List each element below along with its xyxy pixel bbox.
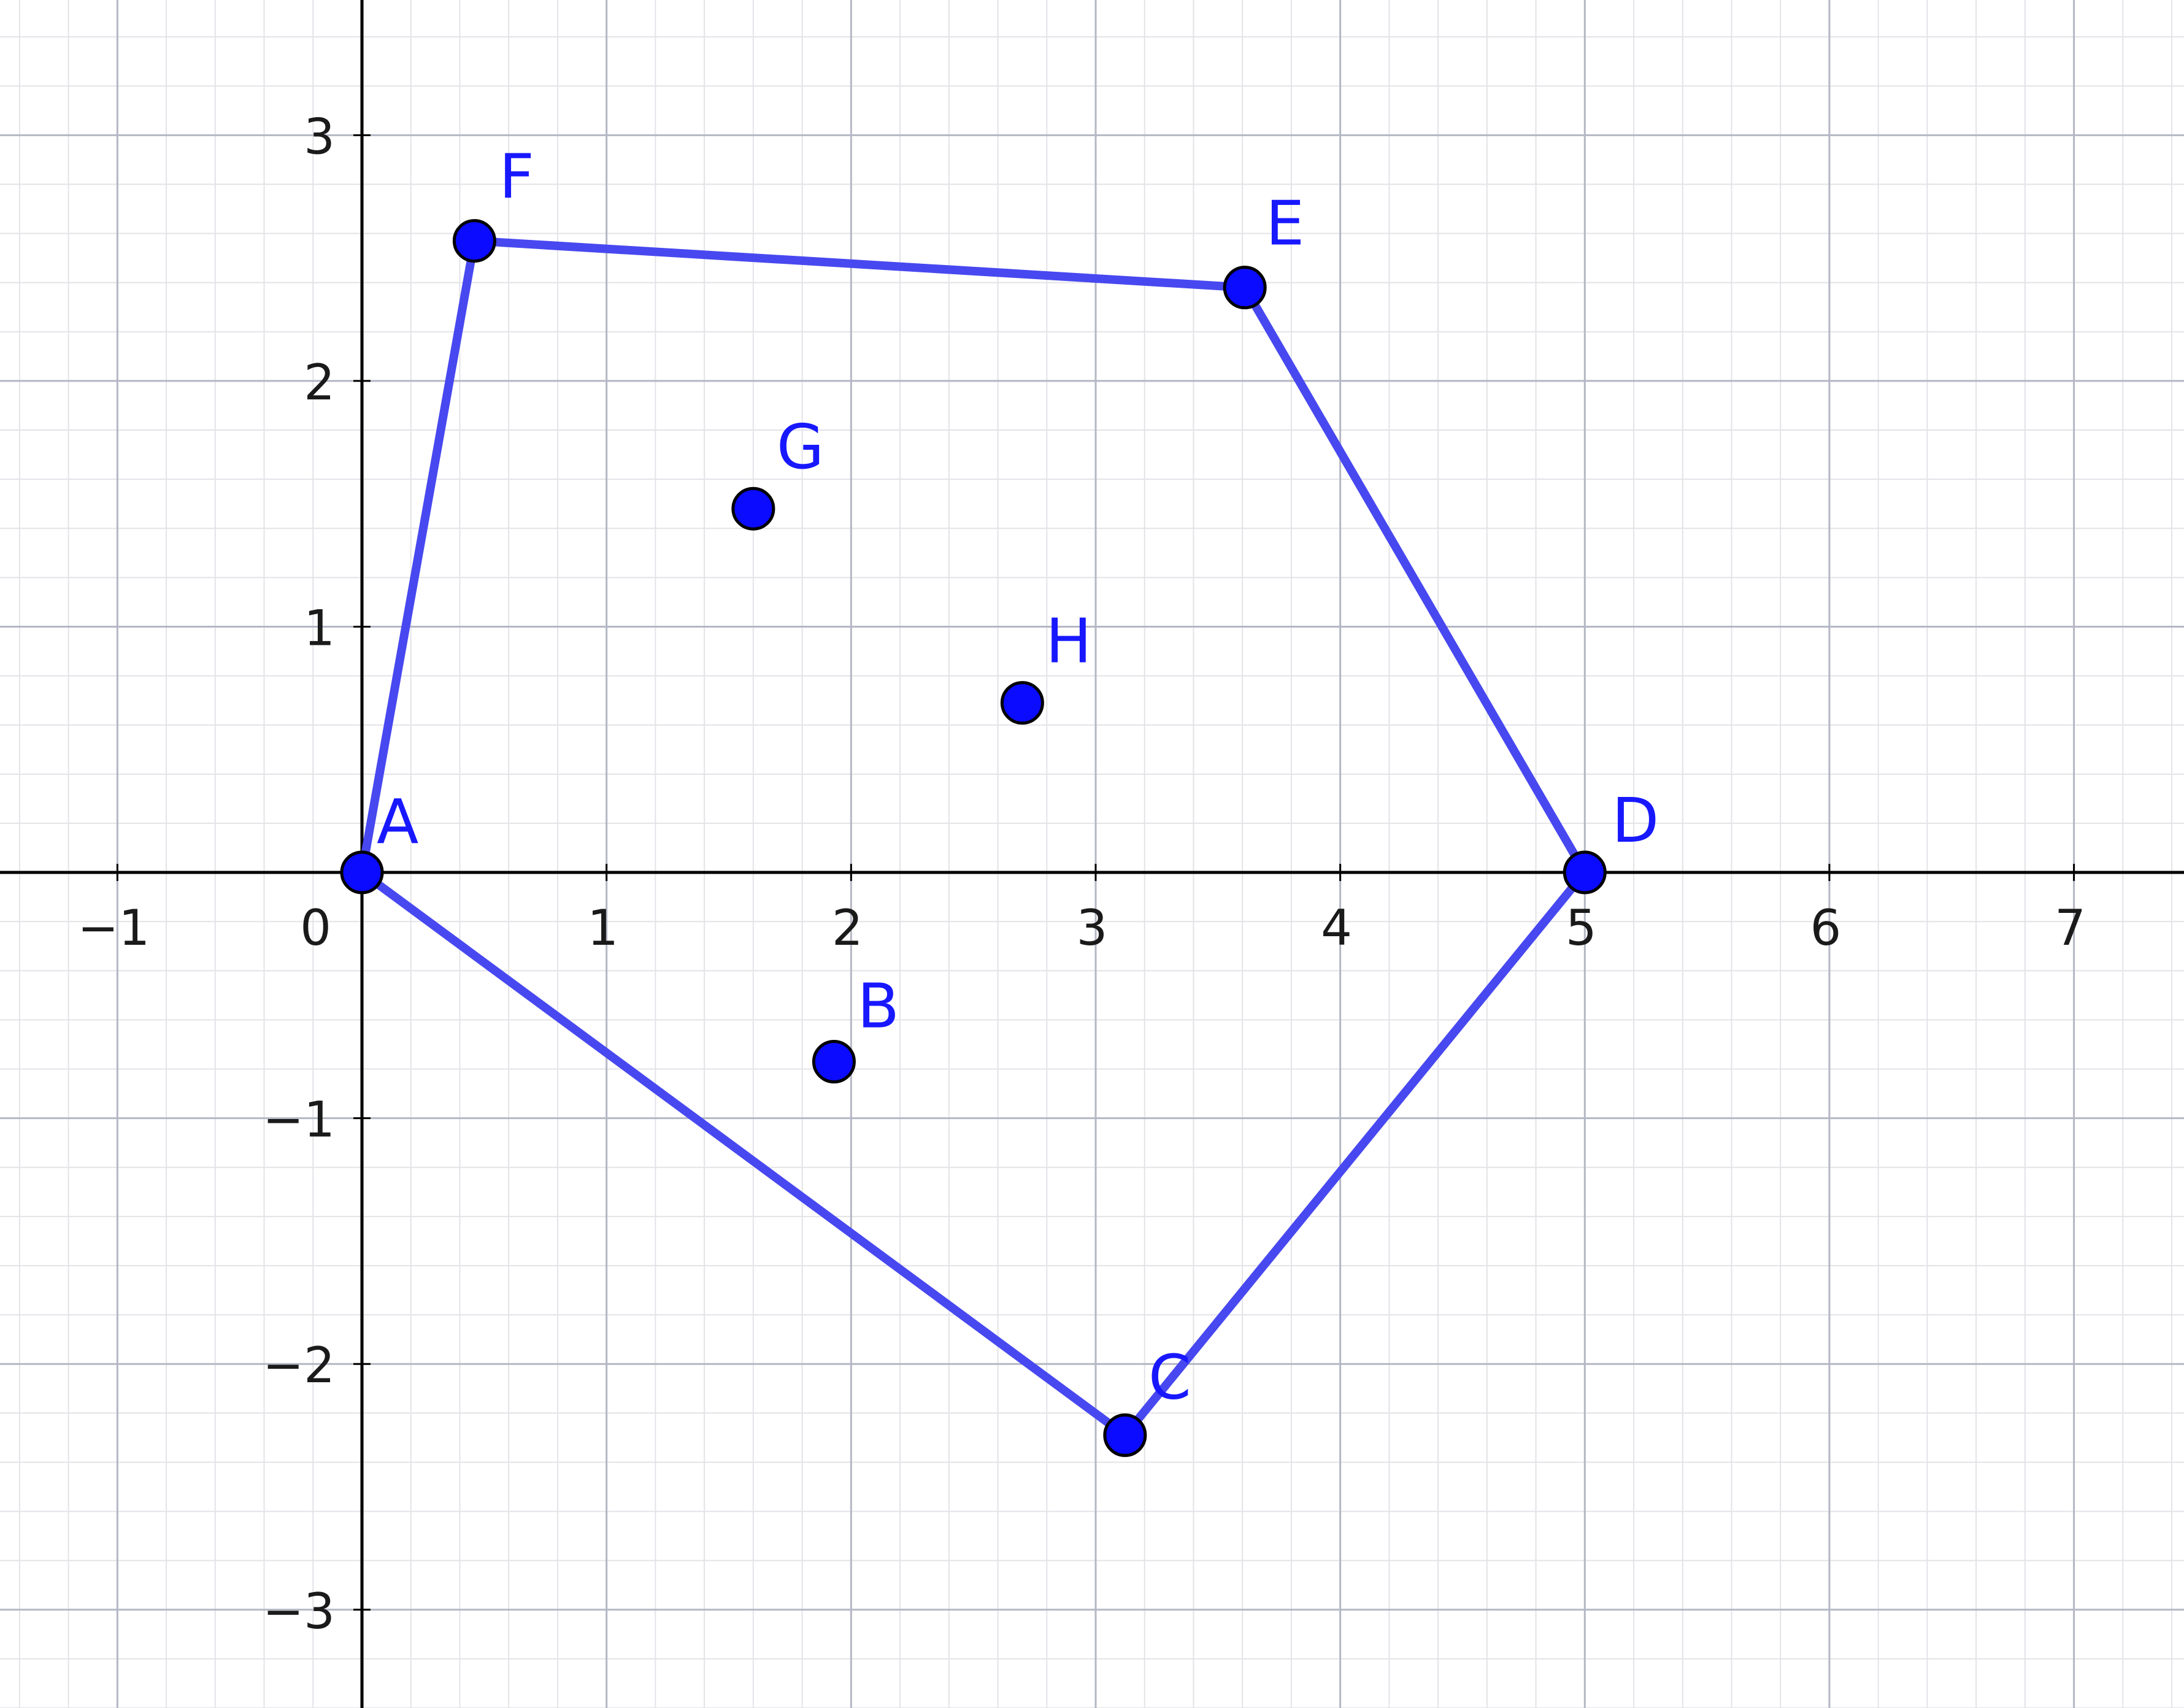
point-d[interactable] bbox=[1563, 850, 1607, 894]
x-tick-label: −1 bbox=[77, 899, 150, 956]
x-tick-label: 2 bbox=[832, 899, 863, 956]
point-label-b: B bbox=[857, 970, 899, 1042]
polygon-edge-fe bbox=[470, 236, 1250, 292]
point-label-c: C bbox=[1148, 1341, 1191, 1413]
x-tick-label: 6 bbox=[1810, 899, 1841, 956]
point-label-d: D bbox=[1612, 785, 1659, 856]
polygon-edge-dc bbox=[1120, 868, 1590, 1440]
y-tick-label: −3 bbox=[263, 1583, 335, 1640]
point-b[interactable] bbox=[812, 1039, 856, 1083]
y-tick-label: −1 bbox=[263, 1091, 335, 1148]
point-f[interactable] bbox=[452, 219, 496, 263]
point-label-a: A bbox=[377, 786, 418, 858]
y-tick-label: −2 bbox=[263, 1337, 335, 1394]
point-label-g: G bbox=[777, 411, 825, 483]
point-h[interactable] bbox=[1000, 681, 1044, 725]
point-e[interactable] bbox=[1223, 266, 1267, 310]
point-c[interactable] bbox=[1103, 1413, 1147, 1457]
polygon-edge-af bbox=[358, 236, 479, 877]
point-label-e: E bbox=[1266, 188, 1304, 260]
points bbox=[340, 219, 1607, 1457]
point-label-h: H bbox=[1045, 606, 1091, 677]
polygon-edge-ca bbox=[358, 868, 1129, 1440]
x-tick-label: 7 bbox=[2055, 899, 2086, 956]
point-label-f: F bbox=[499, 141, 534, 213]
point-labels: A B C D E F G H bbox=[377, 141, 1659, 1414]
point-g[interactable] bbox=[731, 487, 775, 531]
origin-label: 0 bbox=[300, 899, 331, 956]
y-tick-label: 1 bbox=[304, 599, 335, 656]
axis-tick-labels: −1 1 2 3 4 5 6 7 3 2 1 −1 −2 −3 0 bbox=[77, 108, 2086, 1639]
x-tick-label: 3 bbox=[1077, 899, 1108, 956]
y-tick-label: 3 bbox=[304, 108, 335, 165]
x-tick-label: 1 bbox=[587, 899, 618, 956]
axis-ticks bbox=[116, 134, 2075, 1611]
point-a[interactable] bbox=[340, 850, 384, 894]
x-tick-label: 5 bbox=[1566, 899, 1597, 956]
polygon-edge-ed bbox=[1240, 283, 1590, 877]
y-tick-label: 2 bbox=[304, 354, 335, 411]
x-tick-label: 4 bbox=[1321, 899, 1352, 956]
polygon-afedc bbox=[358, 236, 1590, 1440]
